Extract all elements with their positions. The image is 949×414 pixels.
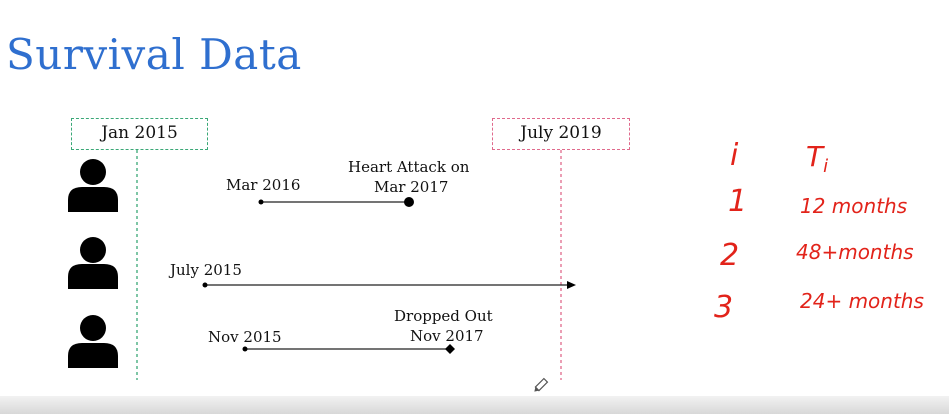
- slide-title: Survival Data: [6, 30, 302, 79]
- patient-2-arrow-head: [567, 281, 576, 289]
- patient-3-start-label: Nov 2015: [208, 328, 282, 346]
- patient-3-dropout-label-line2: Nov 2017: [410, 327, 484, 345]
- patient-2-start-dot: [202, 282, 208, 288]
- study-start-box: Jan 2015: [71, 118, 208, 150]
- patient-3-start-dot: [242, 346, 248, 352]
- pen-cursor-icon: [534, 377, 549, 392]
- annotation-row-3-index: 3: [714, 290, 734, 325]
- annotation-row-1-time: 12 months: [800, 194, 908, 218]
- person-2-icon: [68, 237, 118, 289]
- annotation-row-3-time: 24+ months: [800, 289, 924, 313]
- patient-3-dropout-label-line1: Dropped Out: [394, 307, 493, 325]
- patient-2-start-label: July 2015: [170, 261, 242, 279]
- study-end-box: July 2019: [492, 118, 630, 150]
- person-1-icon: [68, 159, 118, 212]
- patient-1-start-label: Mar 2016: [226, 176, 301, 194]
- person-3-icon: [68, 315, 118, 368]
- annotation-row-1-index: 1: [728, 184, 748, 219]
- patient-1-event-marker: [404, 197, 414, 207]
- annotation-row-2-time: 48+months: [796, 240, 914, 264]
- annotation-header-t: Ti: [806, 140, 828, 177]
- patient-1-event-label-line1: Heart Attack on: [348, 158, 470, 176]
- patient-1-start-dot: [258, 199, 264, 205]
- patient-3-dropout-marker: [445, 344, 455, 354]
- patient-1-event-label-line2: Mar 2017: [374, 178, 449, 196]
- annotation-header-i: i: [730, 138, 739, 173]
- annotation-header-t-letter: T: [806, 140, 824, 173]
- annotation-header-t-subscript: i: [823, 156, 829, 177]
- player-bottom-bar: [0, 396, 949, 414]
- annotation-row-2-index: 2: [720, 238, 740, 273]
